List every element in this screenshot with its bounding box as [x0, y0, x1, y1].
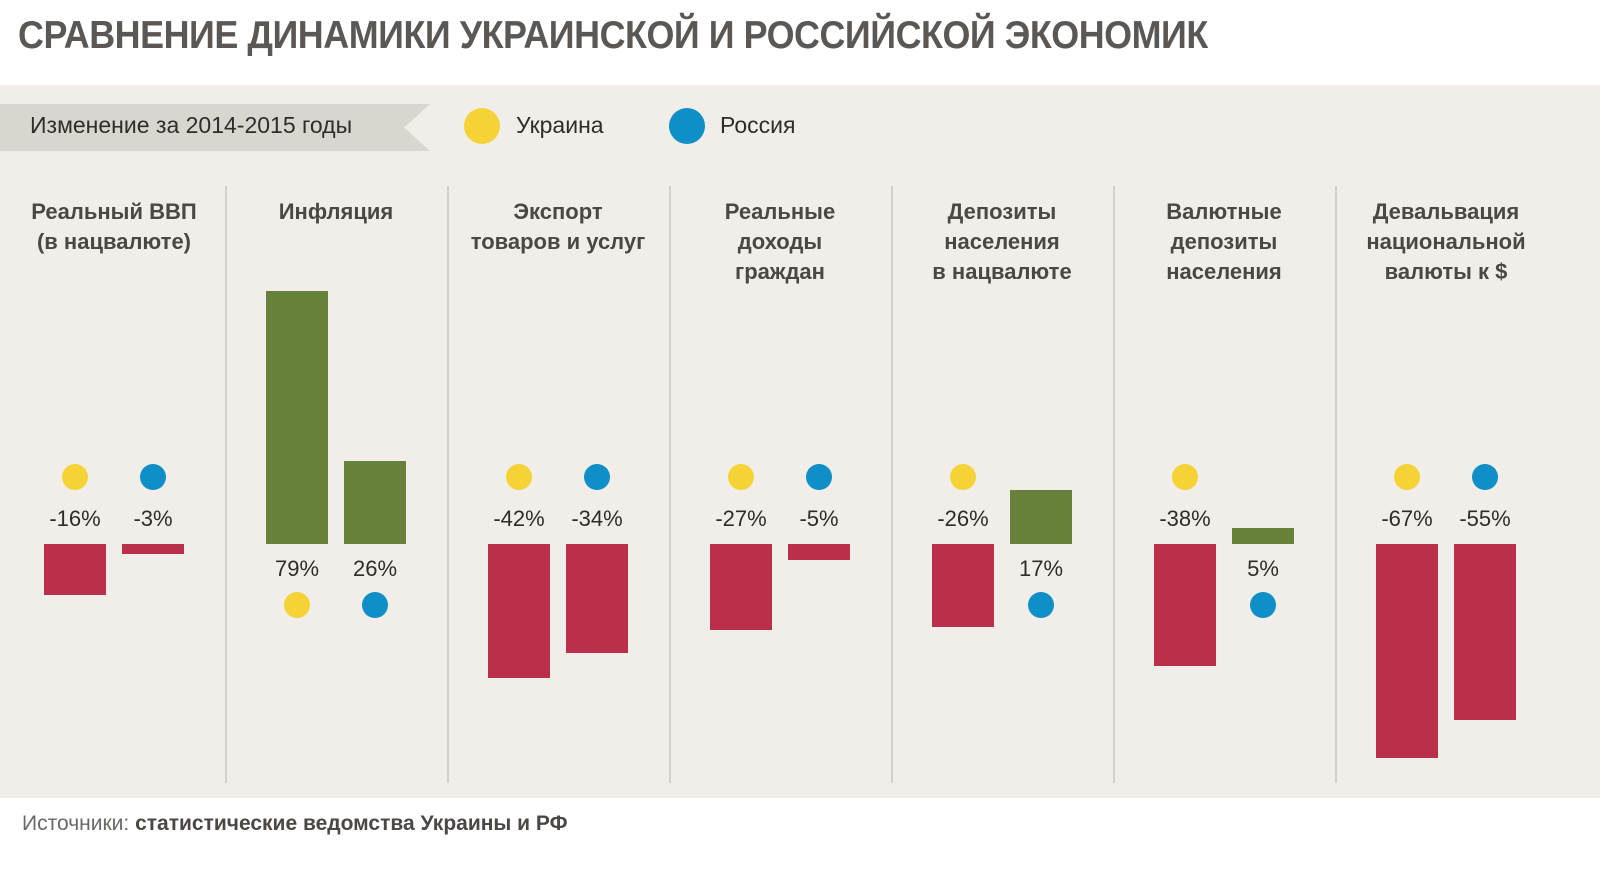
category-title-exports: Экспорт товаров и услуг	[447, 197, 669, 257]
column-divider	[1335, 186, 1337, 783]
russia-dot-icon	[362, 592, 388, 618]
legend-russia-label: Россия	[720, 112, 796, 138]
column-divider	[891, 186, 893, 783]
value-label-ukraine: -16%	[49, 506, 101, 531]
bar-russia-deposits-fx	[1232, 528, 1294, 544]
category-title-line: населения	[944, 229, 1060, 254]
bar-ukraine-gdp	[44, 544, 106, 596]
value-label-russia: -34%	[571, 506, 623, 531]
column-divider	[447, 186, 449, 783]
bar-russia-devaluation	[1454, 544, 1516, 720]
category-title-line: товаров и услуг	[470, 229, 646, 254]
ukraine-dot-icon	[284, 592, 310, 618]
category-title-line: валюты к $	[1384, 259, 1508, 284]
source-prefix: Источники:	[22, 812, 130, 835]
category-title-line: Валютные	[1166, 199, 1282, 224]
ukraine-dot-icon	[1394, 464, 1420, 490]
category-title-line: Девальвация	[1372, 199, 1520, 224]
category-title-line: депозиты	[1170, 229, 1278, 254]
legend-russia-dot-icon	[669, 108, 705, 144]
column-divider	[1113, 186, 1115, 783]
category-title-gdp: Реальный ВВП (в нацвалюте)	[3, 197, 225, 257]
category-title-line: национальной	[1366, 229, 1526, 254]
ukraine-dot-icon	[1172, 464, 1198, 490]
value-label-ukraine: -67%	[1381, 506, 1433, 531]
value-label-russia: -5%	[799, 506, 839, 531]
period-label: Изменение за 2014-2015 годы	[30, 112, 353, 138]
category-title-devaluation: Девальвация национальной валюты к $	[1335, 197, 1557, 287]
russia-dot-icon	[584, 464, 610, 490]
category-title-line: Инфляция	[278, 199, 394, 224]
category-title-line: (в нацвалюте)	[36, 229, 192, 254]
chart-title: СРАВНЕНИЕ ДИНАМИКИ УКРАИНСКОЙ И РОССИЙСК…	[18, 14, 1208, 57]
category-title-deposits-local: Депозиты населения в нацвалюте	[891, 197, 1113, 287]
russia-dot-icon	[1250, 592, 1276, 618]
bar-russia-deposits-local	[1010, 489, 1072, 544]
category-title-line: населения	[1166, 259, 1282, 284]
value-label-ukraine: -26%	[937, 506, 989, 531]
value-label-russia: 26%	[352, 556, 398, 581]
bar-russia-gdp	[122, 544, 184, 554]
bar-ukraine-deposits-local	[932, 544, 994, 628]
value-label-ukraine: -38%	[1159, 506, 1211, 531]
category-title-line: доходы	[737, 229, 823, 254]
bar-ukraine-devaluation	[1376, 544, 1438, 759]
category-title-line: в нацвалюте	[932, 259, 1072, 284]
value-label-russia: 5%	[1247, 556, 1279, 581]
bar-ukraine-inflation	[266, 291, 328, 544]
russia-dot-icon	[1472, 464, 1498, 490]
bar-russia-exports	[566, 544, 628, 653]
value-label-ukraine: -42%	[493, 506, 545, 531]
chart-panel	[0, 85, 1600, 798]
period-ribbon	[0, 104, 430, 151]
category-title-line: Депозиты	[947, 199, 1057, 224]
ukraine-dot-icon	[62, 464, 88, 490]
value-label-russia: -55%	[1459, 506, 1511, 531]
bar-ukraine-deposits-fx	[1154, 544, 1216, 666]
bar-russia-inflation	[344, 460, 406, 544]
russia-dot-icon	[806, 464, 832, 490]
column-divider	[669, 186, 671, 783]
source-text: статистические ведомства Украины и РФ	[135, 812, 568, 835]
value-label-russia: 17%	[1018, 556, 1064, 581]
value-label-russia: -3%	[133, 506, 173, 531]
category-title-line: Реальные	[724, 199, 836, 224]
ukraine-dot-icon	[506, 464, 532, 490]
value-label-ukraine: -27%	[715, 506, 767, 531]
russia-dot-icon	[140, 464, 166, 490]
bar-ukraine-exports	[488, 544, 550, 679]
category-title-real-income: Реальные доходы граждан	[669, 197, 891, 287]
category-title-inflation: Инфляция	[225, 197, 447, 227]
category-title-line: граждан	[735, 259, 825, 284]
bar-ukraine-real-income	[710, 544, 772, 631]
legend-ukraine-label: Украина	[516, 112, 604, 138]
ukraine-dot-icon	[950, 464, 976, 490]
category-title-line: Экспорт	[513, 199, 603, 224]
category-title-line: Реальный ВВП	[31, 199, 197, 224]
category-title-deposits-fx: Валютные депозиты населения	[1113, 197, 1335, 287]
legend-ukraine-dot-icon	[464, 108, 500, 144]
bar-russia-real-income	[788, 544, 850, 560]
ukraine-dot-icon	[728, 464, 754, 490]
russia-dot-icon	[1028, 592, 1054, 618]
source-note: Источники: статистические ведомства Укра…	[22, 812, 568, 836]
column-divider	[225, 186, 227, 783]
value-label-ukraine: 79%	[274, 556, 320, 581]
